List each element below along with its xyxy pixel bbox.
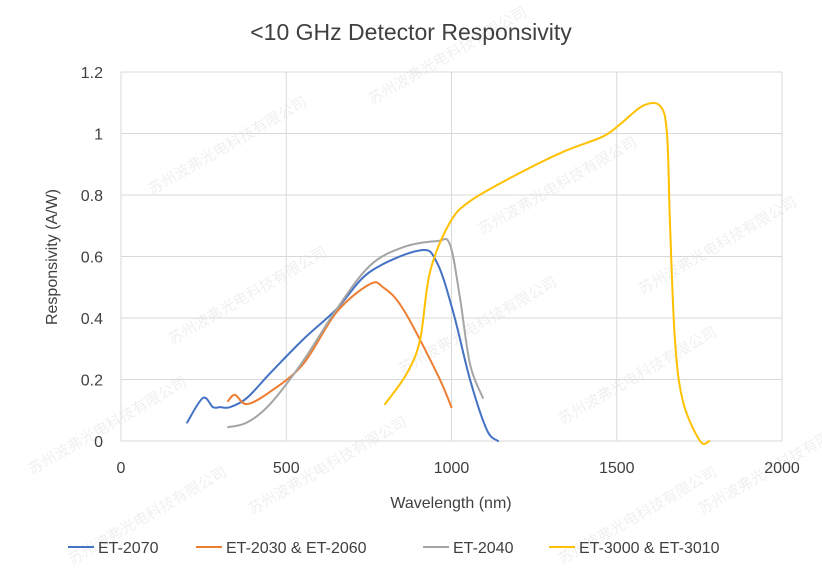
- y-axis: 0 0.2 0.4 0.6 0.8 1 1.2: [81, 65, 103, 451]
- y-tick-label: 0.6: [81, 250, 103, 267]
- x-tick-label: 0: [117, 460, 126, 477]
- y-tick-label: 0.4: [81, 311, 103, 328]
- watermark-text: 苏州波弗光电科技有限公司: [556, 324, 720, 429]
- legend-label: ET-2040: [453, 540, 514, 557]
- watermark-text: 苏州波弗光电科技有限公司: [696, 414, 822, 519]
- x-tick-label: 500: [273, 460, 300, 477]
- watermark-text: 苏州波弗光电科技有限公司: [146, 94, 310, 199]
- series-line-et-2030-et-2060: [227, 281, 453, 409]
- legend: ET-2070 ET-2030 & ET-2060 ET-2040 ET-3000 &…: [68, 540, 720, 557]
- y-tick-label: 1: [94, 127, 103, 144]
- watermark-text: 苏州波弗光电科技有限公司: [166, 244, 330, 349]
- x-tick-label: 2000: [764, 460, 800, 477]
- x-axis: 0 500 1000 1500 2000: [117, 460, 800, 477]
- legend-label: ET-3000 & ET-3010: [579, 540, 720, 557]
- grid: [120, 71, 783, 442]
- chart-title: <10 GHz Detector Responsivity: [250, 19, 572, 45]
- y-axis-label: Responsivity (A/W): [44, 189, 61, 325]
- legend-label: ET-2070: [98, 540, 159, 557]
- y-tick-label: 0.2: [81, 373, 103, 390]
- watermark: 苏州波弗光电科技有限公司苏州波弗光电科技有限公司苏州波弗光电科技有限公司苏州波弗…: [26, 4, 822, 569]
- y-tick-label: 0: [94, 434, 103, 451]
- x-tick-label: 1500: [599, 460, 635, 477]
- series-line-et-2040: [227, 238, 484, 429]
- x-tick-label: 1000: [434, 460, 470, 477]
- x-axis-label: Wavelength (nm): [390, 495, 511, 512]
- legend-label: ET-2030 & ET-2060: [226, 540, 367, 557]
- watermark-text: 苏州波弗光电科技有限公司: [396, 274, 560, 379]
- series-lines: [186, 101, 711, 445]
- series-line-et-3000-et-3010: [384, 101, 711, 445]
- y-tick-label: 0.8: [81, 188, 103, 205]
- watermark-text: 苏州波弗光电科技有限公司: [246, 414, 410, 519]
- y-tick-label: 1.2: [81, 65, 103, 82]
- series-line-et-2070: [186, 249, 500, 442]
- watermark-text: 苏州波弗光电科技有限公司: [476, 134, 640, 239]
- watermark-text: 苏州波弗光电科技有限公司: [26, 374, 190, 479]
- watermark-text: 苏州波弗光电科技有限公司: [636, 194, 800, 299]
